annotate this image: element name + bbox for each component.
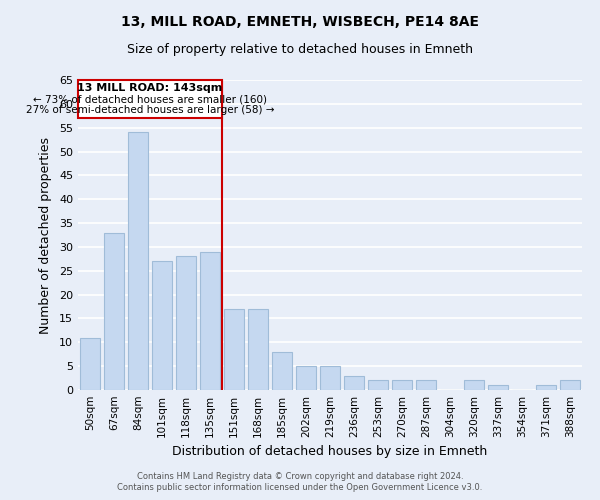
Bar <box>368 380 388 390</box>
Bar <box>560 380 580 390</box>
Bar <box>488 385 508 390</box>
Text: Contains public sector information licensed under the Open Government Licence v3: Contains public sector information licen… <box>118 484 482 492</box>
Bar <box>464 380 484 390</box>
Bar <box>80 338 100 390</box>
Bar <box>320 366 340 390</box>
Bar <box>344 376 364 390</box>
Bar <box>128 132 148 390</box>
Bar <box>536 385 556 390</box>
Bar <box>272 352 292 390</box>
Bar <box>176 256 196 390</box>
Bar <box>152 261 172 390</box>
Text: 27% of semi-detached houses are larger (58) →: 27% of semi-detached houses are larger (… <box>26 105 274 115</box>
Bar <box>296 366 316 390</box>
Text: 13, MILL ROAD, EMNETH, WISBECH, PE14 8AE: 13, MILL ROAD, EMNETH, WISBECH, PE14 8AE <box>121 15 479 29</box>
Bar <box>104 232 124 390</box>
Y-axis label: Number of detached properties: Number of detached properties <box>39 136 52 334</box>
Bar <box>392 380 412 390</box>
Text: 13 MILL ROAD: 143sqm: 13 MILL ROAD: 143sqm <box>77 83 223 93</box>
Text: Size of property relative to detached houses in Emneth: Size of property relative to detached ho… <box>127 42 473 56</box>
Bar <box>224 309 244 390</box>
Text: Contains HM Land Registry data © Crown copyright and database right 2024.: Contains HM Land Registry data © Crown c… <box>137 472 463 481</box>
Bar <box>248 309 268 390</box>
FancyBboxPatch shape <box>78 80 222 118</box>
X-axis label: Distribution of detached houses by size in Emneth: Distribution of detached houses by size … <box>172 446 488 458</box>
Bar <box>200 252 220 390</box>
Text: ← 73% of detached houses are smaller (160): ← 73% of detached houses are smaller (16… <box>33 94 267 104</box>
Bar <box>416 380 436 390</box>
